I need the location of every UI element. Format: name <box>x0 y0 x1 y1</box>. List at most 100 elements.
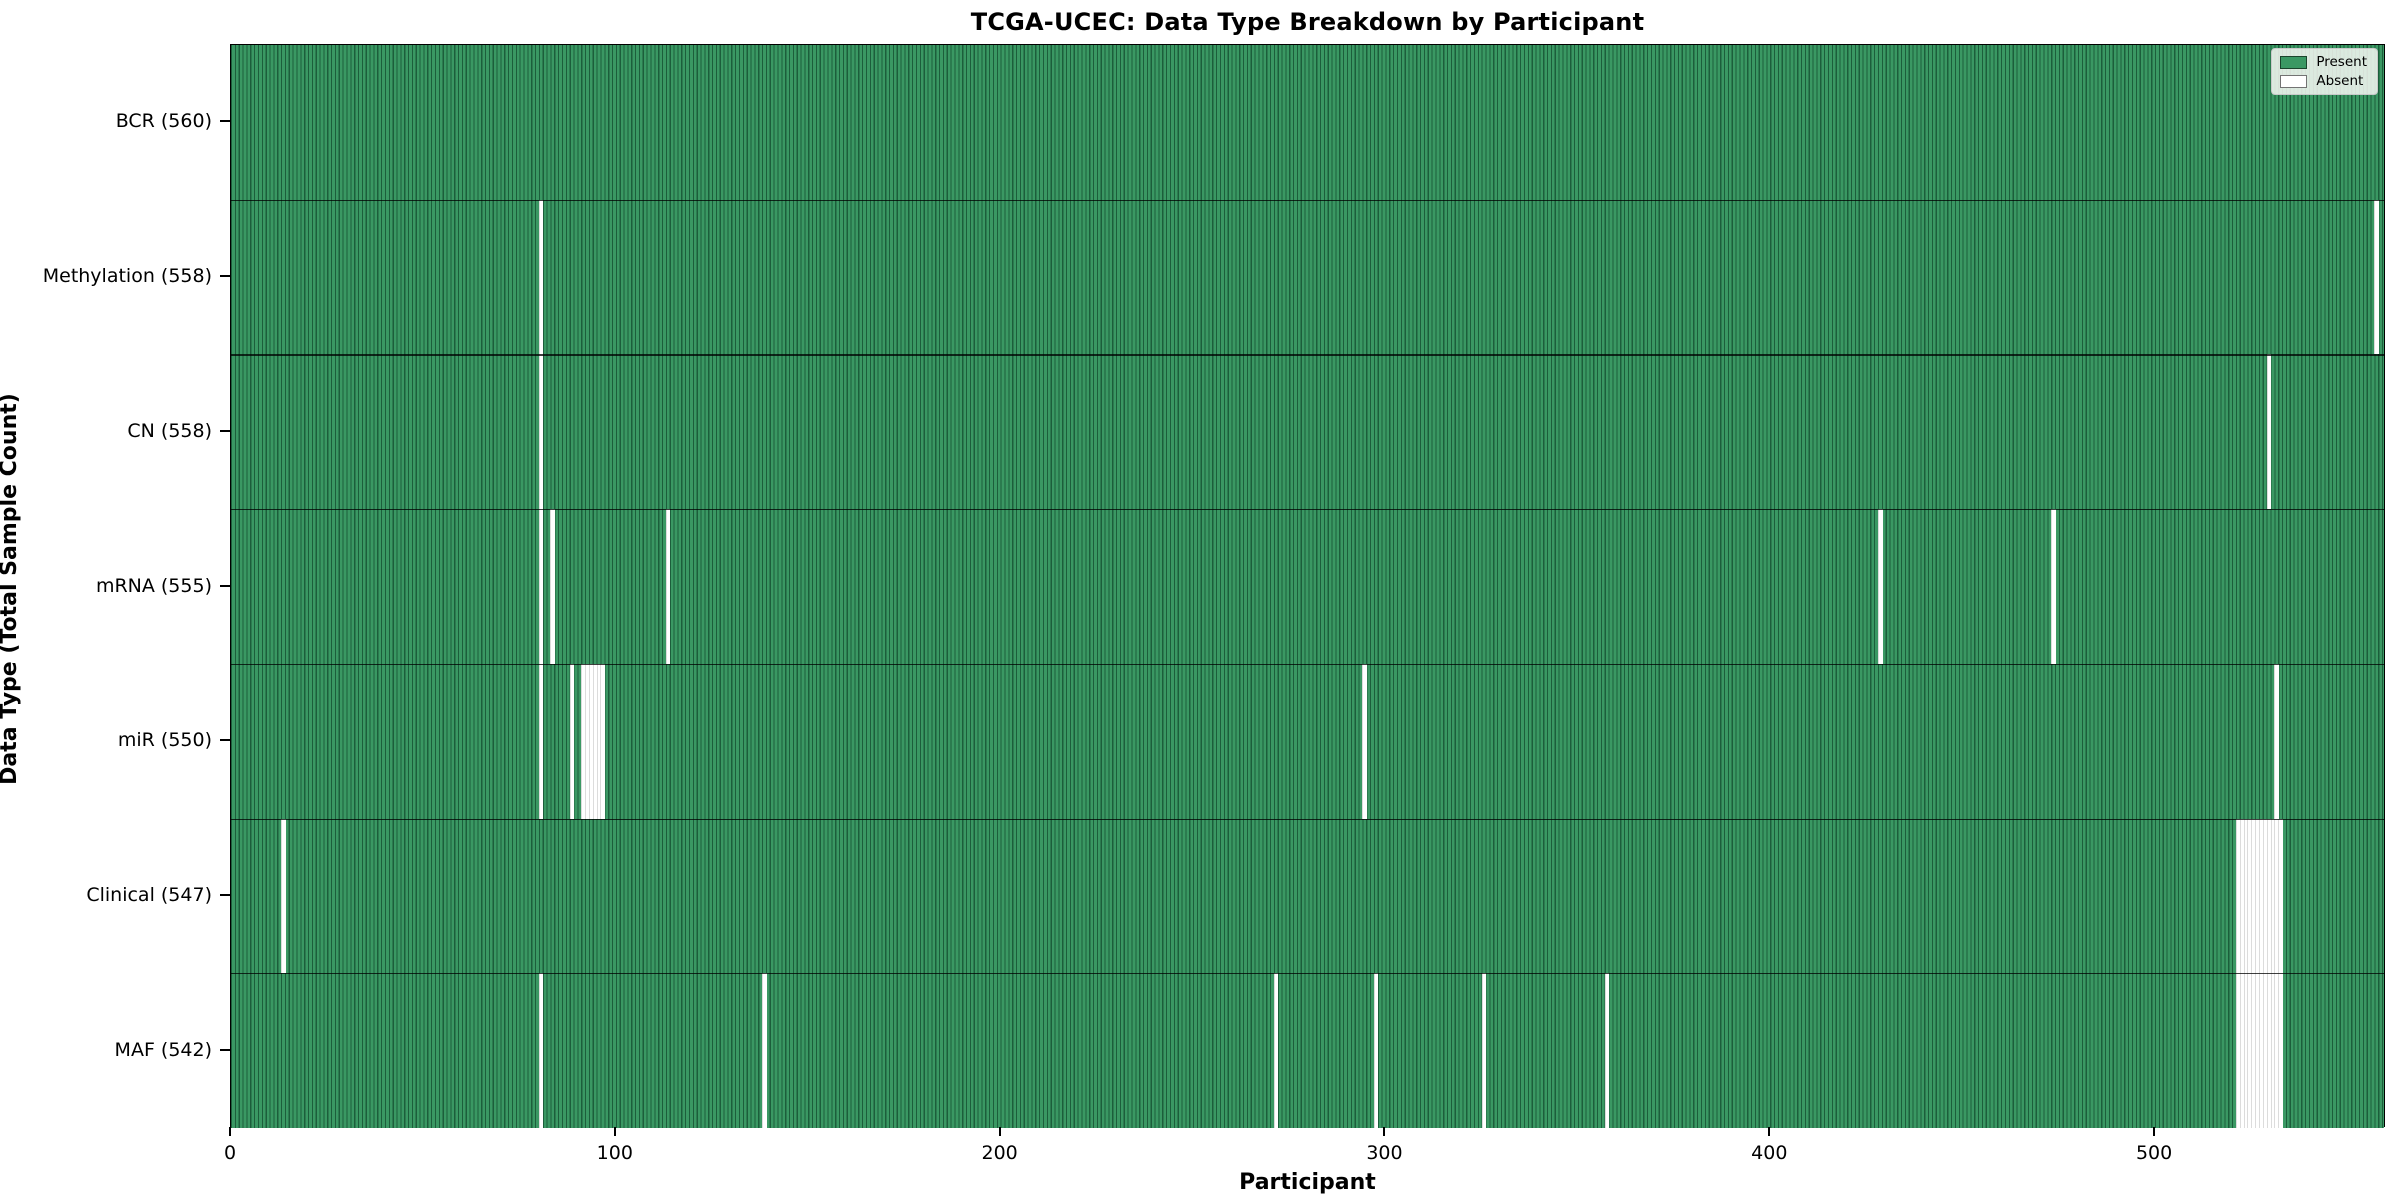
absent-bar <box>2274 818 2279 974</box>
absent-bar <box>1481 973 1487 1128</box>
absent-bar <box>2235 973 2241 1128</box>
absent-bar <box>2278 973 2283 1128</box>
row-separator <box>231 509 2384 511</box>
y-tick-mark <box>220 584 230 587</box>
absent-bar <box>1878 509 1883 664</box>
data-row-clinical <box>231 818 2384 974</box>
x-tick-mark <box>998 1127 1001 1136</box>
absent-bar <box>2270 973 2276 1128</box>
row-separator <box>231 199 2384 201</box>
row-separator <box>231 818 2384 820</box>
legend-entry-absent: Absent <box>2280 74 2367 88</box>
absent-bar <box>581 663 586 819</box>
y-tick-label: Methylation (558) <box>42 265 212 288</box>
chart-title: TCGA-UCEC: Data Type Breakdown by Partic… <box>970 8 1645 36</box>
data-row-bcr <box>231 45 2384 200</box>
absent-bar <box>2262 973 2268 1128</box>
legend-entry-present: Present <box>2280 55 2367 69</box>
row-separator <box>231 354 2384 356</box>
absent-bar <box>2051 509 2056 664</box>
absent-bar <box>538 509 544 664</box>
x-tick-label: 500 <box>2135 1142 2173 1164</box>
absent-bar <box>538 973 544 1128</box>
absent-bar <box>2274 973 2279 1128</box>
absent-bar <box>538 663 544 819</box>
absent-bar <box>600 663 605 819</box>
absent-bar <box>1273 973 1279 1128</box>
absent-bar <box>2374 199 2379 355</box>
x-tick-label: 400 <box>1751 1142 1788 1164</box>
absent-bar <box>588 663 594 819</box>
y-tick-label: mRNA (555) <box>95 574 212 597</box>
legend-label: Absent <box>2316 73 2364 89</box>
data-row-cn <box>231 354 2384 510</box>
x-axis-label: Participant <box>1239 1170 1376 1195</box>
plot-area: Present Absent <box>230 44 2385 1128</box>
absent-bar <box>2270 818 2276 974</box>
absent-bar <box>2266 973 2272 1128</box>
data-row-maf <box>231 973 2384 1128</box>
x-tick-label: 0 <box>223 1142 237 1164</box>
legend-swatch-present <box>2280 55 2308 69</box>
absent-bar <box>2239 973 2245 1128</box>
absent-bar <box>585 663 590 819</box>
y-tick-mark <box>220 1048 230 1051</box>
absent-bar <box>2266 354 2272 510</box>
y-tick-label: miR (550) <box>117 729 212 752</box>
absent-bar <box>2251 973 2256 1128</box>
row-separator <box>231 973 2384 975</box>
absent-bar <box>2262 818 2268 974</box>
y-tick-mark <box>220 120 230 123</box>
absent-bar <box>569 663 575 819</box>
absent-bar <box>2239 818 2245 974</box>
absent-bar <box>538 354 544 510</box>
y-tick-label: MAF (542) <box>114 1038 212 1061</box>
absent-bar <box>2251 818 2256 974</box>
x-tick-mark <box>2153 1127 2156 1136</box>
absent-bar <box>2255 973 2260 1128</box>
absent-bar <box>2255 818 2260 974</box>
x-tick-label: 200 <box>981 1142 1018 1164</box>
absent-bar <box>2247 973 2252 1128</box>
legend: Present Absent <box>2271 48 2378 95</box>
y-tick-label: CN (558) <box>127 419 212 442</box>
y-tick-mark <box>220 275 230 278</box>
absent-bar <box>1373 973 1379 1128</box>
absent-bar <box>665 509 671 664</box>
legend-label: Present <box>2316 54 2367 70</box>
absent-bar <box>2278 818 2283 974</box>
absent-bar <box>762 973 767 1128</box>
x-tick-label: 100 <box>596 1142 633 1164</box>
data-row-mrna <box>231 509 2384 664</box>
absent-bar <box>2243 973 2249 1128</box>
absent-bar <box>596 663 602 819</box>
absent-bar <box>2274 663 2279 819</box>
absent-bar <box>2243 818 2249 974</box>
absent-bar <box>2259 818 2264 974</box>
y-tick-label: Clinical (547) <box>86 883 212 906</box>
absent-bar <box>1604 973 1610 1128</box>
absent-bar <box>2247 818 2252 974</box>
absent-bar <box>2259 973 2264 1128</box>
absent-bar <box>2266 818 2272 974</box>
absent-bar <box>281 818 286 974</box>
x-tick-label: 300 <box>1366 1142 1403 1164</box>
y-tick-mark <box>220 893 230 896</box>
x-tick-mark <box>613 1127 616 1136</box>
y-tick-mark <box>220 739 230 742</box>
absent-bar <box>1362 663 1367 819</box>
data-row-mir <box>231 663 2384 819</box>
absent-bar <box>2235 818 2241 974</box>
absent-bar <box>592 663 598 819</box>
y-tick-mark <box>220 429 230 432</box>
x-tick-mark <box>1768 1127 1771 1136</box>
x-tick-mark <box>229 1127 231 1136</box>
x-tick-mark <box>1383 1127 1386 1136</box>
data-row-methylation <box>231 199 2384 355</box>
absent-bar <box>538 199 544 355</box>
y-tick-label: BCR (560) <box>115 110 212 133</box>
absent-bar <box>550 509 555 664</box>
legend-swatch-absent <box>2280 74 2308 88</box>
row-separator <box>231 663 2384 666</box>
